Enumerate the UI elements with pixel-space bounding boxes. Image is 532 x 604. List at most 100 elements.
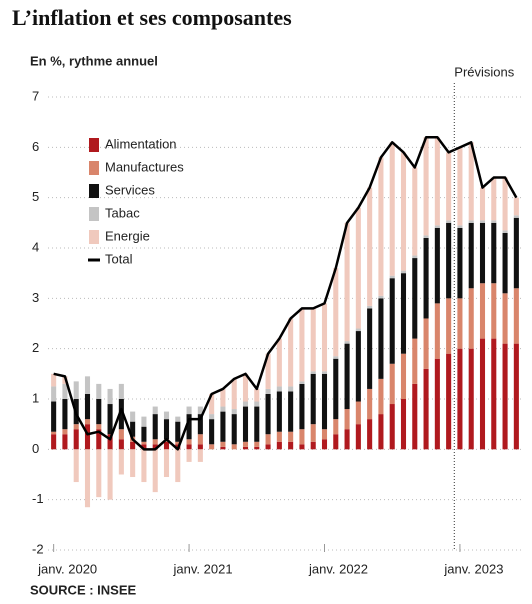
- bar-segment: [242, 441, 249, 447]
- bar-segment: [163, 449, 170, 478]
- bar-segment: [299, 444, 305, 450]
- bar-segment: [412, 338, 418, 384]
- bar-segment: [468, 142, 474, 221]
- legend-swatch: [89, 207, 99, 221]
- legend-swatch: [89, 161, 99, 175]
- bar-segment: [84, 376, 91, 394]
- bar-segment: [288, 318, 294, 387]
- bar-segment: [96, 424, 102, 430]
- bar-segment: [412, 167, 418, 256]
- bar-segment: [299, 383, 305, 430]
- bar-segment: [333, 419, 339, 435]
- bar-segment: [479, 220, 486, 223]
- bar-segment: [254, 441, 260, 447]
- bar-segment: [502, 293, 508, 344]
- bar-segment: [197, 406, 203, 415]
- bar-segment: [321, 439, 328, 450]
- bar-segment: [175, 441, 181, 445]
- y-tick-label: 3: [32, 290, 39, 305]
- y-tick-label: 7: [32, 88, 39, 103]
- bar-segment: [434, 303, 440, 359]
- bar-segment: [163, 441, 170, 450]
- y-tick-label: 6: [32, 139, 39, 154]
- bar-segment: [141, 441, 147, 445]
- bar-segment: [333, 356, 339, 359]
- bar-segment: [130, 441, 136, 450]
- bar-segment: [321, 303, 328, 372]
- bar-segment: [152, 414, 158, 440]
- bar-segment: [400, 273, 407, 354]
- bar-segment: [400, 399, 407, 450]
- legend-swatch: [89, 184, 99, 198]
- y-tick-label: 1: [32, 390, 39, 405]
- bar-segment: [446, 353, 452, 450]
- bar-segment: [276, 391, 282, 432]
- bar-segment: [434, 227, 440, 304]
- bar-segment: [254, 401, 260, 407]
- bar-segment: [51, 401, 57, 432]
- y-tick-label: 4: [32, 239, 39, 254]
- bar-segment: [333, 358, 339, 420]
- bar-segment: [344, 409, 350, 430]
- bar-segment: [62, 399, 68, 430]
- y-tick-label: 5: [32, 189, 39, 204]
- bar-segment: [84, 424, 91, 450]
- bar-segment: [333, 268, 339, 357]
- bar-segment: [378, 295, 384, 299]
- bar-segment: [152, 439, 158, 445]
- bar-segment: [344, 222, 350, 342]
- bar-segment: [299, 381, 305, 384]
- bar-segment: [231, 414, 237, 445]
- bar-segment: [73, 424, 79, 430]
- bar-segment: [310, 371, 316, 374]
- bar-segment: [209, 419, 215, 445]
- bar-segment: [457, 227, 463, 299]
- bar-segment: [446, 152, 452, 221]
- bar-segment: [479, 283, 486, 339]
- bar-segment: [220, 406, 226, 412]
- bar-segment: [355, 207, 361, 329]
- bar-segment: [276, 431, 282, 442]
- annotation: Prévisions: [454, 64, 514, 79]
- bar-segment: [389, 278, 395, 364]
- bar-segment: [378, 378, 384, 415]
- bar-segment: [141, 416, 147, 427]
- bar-segment: [242, 373, 249, 402]
- bar-segment: [276, 441, 282, 450]
- bar-segment: [276, 386, 282, 392]
- bar-segment: [265, 444, 271, 450]
- bar-segment: [220, 411, 226, 442]
- bar-segment: [209, 414, 215, 420]
- bar-segment: [197, 434, 203, 445]
- bar-segment: [254, 406, 260, 442]
- bar-segment: [423, 237, 429, 319]
- bar-segment: [51, 386, 57, 402]
- bar-segment: [378, 298, 384, 379]
- bar-segment: [107, 434, 113, 450]
- bar-segment: [457, 225, 463, 228]
- y-tick-label: 0: [32, 441, 39, 456]
- bar-segment: [197, 449, 203, 462]
- legend-label: Services: [105, 182, 155, 197]
- bar-segment: [389, 142, 395, 276]
- bar-segment: [163, 411, 170, 420]
- bar-segment: [73, 429, 79, 450]
- bar-segment: [175, 416, 181, 422]
- legend-label: Manufactures: [105, 159, 184, 174]
- bar-segment: [231, 444, 237, 450]
- bar-segment: [446, 220, 452, 223]
- bar-segment: [389, 363, 395, 405]
- y-tick-label: 2: [32, 340, 39, 355]
- bar-segment: [457, 298, 463, 349]
- bar-segment: [491, 177, 497, 221]
- bar-segment: [412, 258, 418, 339]
- bar-segment: [254, 388, 260, 402]
- bar-segment: [288, 441, 294, 450]
- bar-segment: [468, 348, 474, 450]
- bar-segment: [209, 444, 215, 450]
- bar-segment: [321, 373, 328, 430]
- bar-segment: [288, 386, 294, 392]
- bar-segment: [412, 255, 418, 259]
- bar-segment: [491, 220, 497, 223]
